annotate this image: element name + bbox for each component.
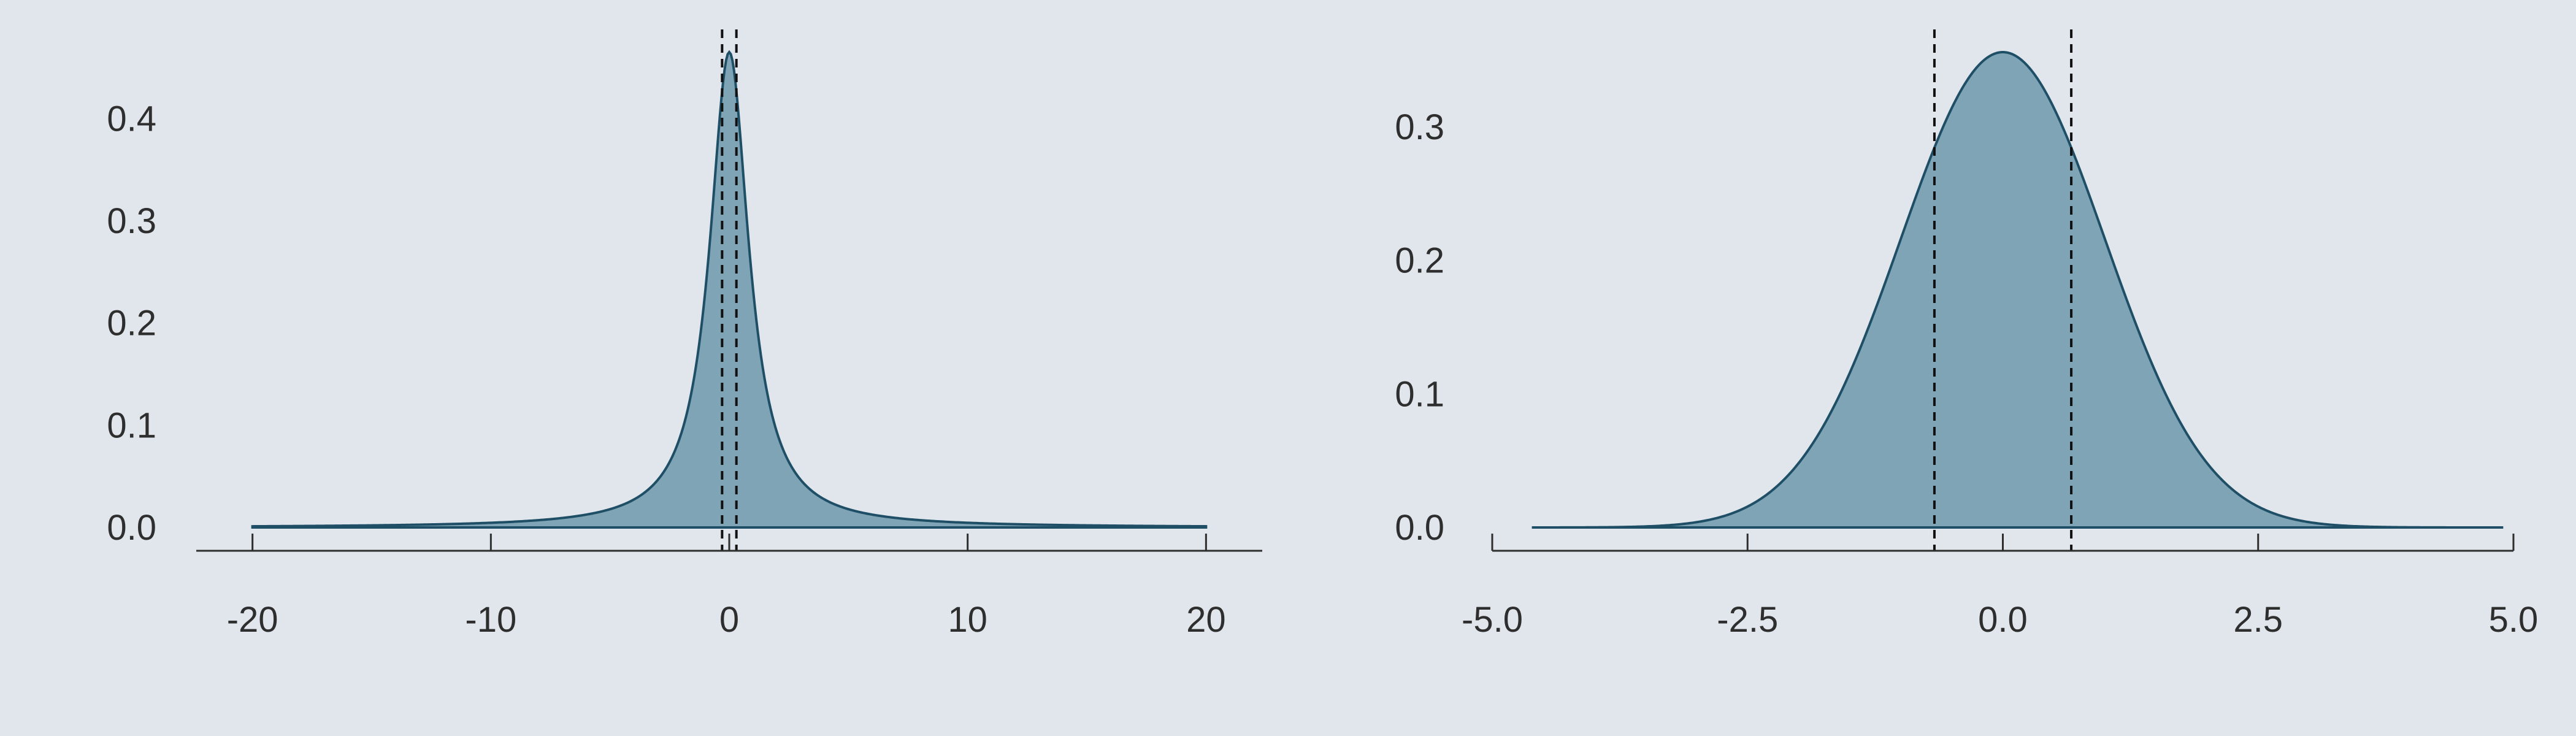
- y-tick-label: 0.3: [1395, 107, 1444, 147]
- y-tick-label: 0.1: [1395, 374, 1444, 414]
- y-tick-label: 0.0: [1395, 508, 1444, 548]
- x-tick-label: -20: [227, 600, 278, 640]
- normal-density-panel: -5.0 -2.5 0.0 2.5 5.0 0.0 0.1 0.2 0.3: [1395, 29, 2538, 640]
- y-tick-label: 0.2: [1395, 241, 1444, 281]
- y-tick-label: 0.2: [107, 304, 156, 343]
- y-tick-label: 0.0: [107, 508, 156, 548]
- y-tick-label: 0.3: [107, 201, 156, 241]
- x-tick-label: 0.0: [1978, 600, 2028, 640]
- x-tick-label: 20: [1186, 600, 1226, 640]
- cauchy-density-panel: -20 -10 0 10 20 0.0 0.1 0.2 0.3 0.4: [107, 29, 1262, 640]
- x-tick-label: 5.0: [2489, 600, 2539, 640]
- density-area: [1531, 51, 2504, 529]
- x-tick-label: 10: [948, 600, 987, 640]
- y-tick-label: 0.1: [107, 405, 156, 445]
- x-tick-label: 2.5: [2233, 600, 2283, 640]
- x-tick-label: -2.5: [1717, 600, 1778, 640]
- x-tick-label: -10: [465, 600, 516, 640]
- x-tick-label: -5.0: [1462, 600, 1523, 640]
- density-area: [251, 50, 1208, 529]
- x-tick-label: 0: [719, 600, 739, 640]
- y-tick-label: 0.4: [107, 99, 156, 139]
